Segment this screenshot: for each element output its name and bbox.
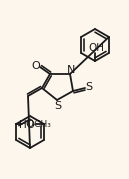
Text: HO: HO: [19, 120, 35, 130]
Text: OH: OH: [88, 43, 104, 53]
Text: -CH₃: -CH₃: [31, 120, 51, 129]
Text: S: S: [85, 82, 93, 92]
Text: O: O: [25, 119, 33, 129]
Text: S: S: [54, 101, 62, 111]
Text: N: N: [67, 65, 75, 75]
Text: O: O: [32, 61, 40, 71]
